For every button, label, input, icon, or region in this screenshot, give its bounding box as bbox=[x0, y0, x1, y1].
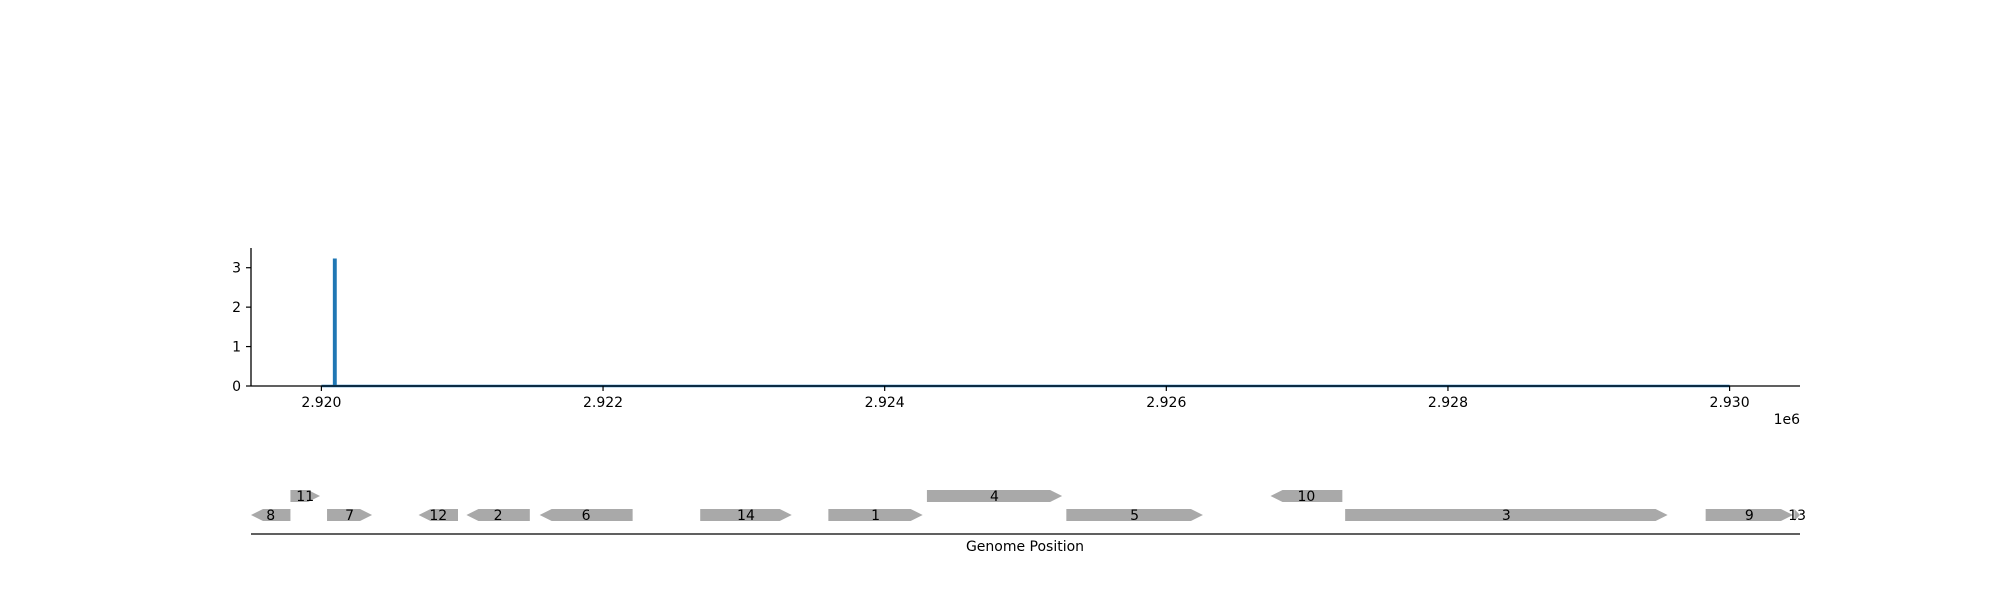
gene-arrow-6 bbox=[539, 509, 633, 521]
gene-label-4: 4 bbox=[990, 489, 999, 505]
gene-label-1: 1 bbox=[871, 508, 880, 524]
gene-label-7: 7 bbox=[345, 508, 354, 524]
x-tick-label: 2.930 bbox=[1710, 395, 1750, 411]
gene-label-9: 9 bbox=[1745, 508, 1754, 524]
gene-arrow-11 bbox=[290, 490, 321, 502]
gene-arrow-1 bbox=[828, 509, 923, 521]
gene-arrow-9 bbox=[1705, 509, 1793, 521]
gene-arrow-8 bbox=[251, 509, 291, 521]
y-tick-label: 0 bbox=[232, 379, 241, 395]
gene-arrow-13 bbox=[1794, 509, 1800, 521]
gene-label-5: 5 bbox=[1130, 508, 1139, 524]
y-axis-ticks: 0 1 2 3 bbox=[232, 261, 251, 395]
y-tick-label: 2 bbox=[232, 300, 241, 316]
x-tick-label: 2.920 bbox=[301, 395, 341, 411]
gene-arrow-3 bbox=[1345, 509, 1668, 521]
x-axis-ticks: 2.920 2.922 2.924 2.926 2.928 2.930 bbox=[301, 386, 1750, 411]
gene-arrow-2 bbox=[466, 509, 530, 521]
y-tick-label: 1 bbox=[232, 340, 241, 356]
x-tick-label: 2.926 bbox=[1146, 395, 1186, 411]
gene-arrow-14 bbox=[700, 509, 792, 521]
gene-label-11: 11 bbox=[296, 489, 314, 505]
gene-label-2: 2 bbox=[494, 508, 503, 524]
x-tick-label: 2.922 bbox=[583, 395, 623, 411]
coverage-plot: 2.920 2.922 2.924 2.926 2.928 2.930 0 1 2 3 1e6 bbox=[232, 248, 1800, 428]
gene-arrow-5 bbox=[1066, 509, 1203, 521]
gene-arrow-7 bbox=[327, 509, 373, 521]
x-offset-label: 1e6 bbox=[1774, 412, 1801, 428]
y-tick-label: 3 bbox=[232, 261, 241, 277]
coverage-line-0 bbox=[321, 258, 1730, 388]
x-tick-label: 2.928 bbox=[1428, 395, 1468, 411]
x-tick-label: 2.924 bbox=[865, 395, 905, 411]
gene-map-xlabel: Genome Position bbox=[966, 539, 1084, 555]
gene-arrow-12 bbox=[418, 509, 459, 521]
gene-label-3: 3 bbox=[1502, 508, 1511, 524]
gene-label-13: 13 bbox=[1788, 508, 1806, 524]
gene-label-14: 14 bbox=[737, 508, 755, 524]
gene-label-6: 6 bbox=[582, 508, 591, 524]
gene-arrow-4 bbox=[926, 490, 1063, 502]
gene-label-8: 8 bbox=[266, 508, 275, 524]
gene-arrow-10 bbox=[1270, 490, 1343, 502]
coverage-series bbox=[321, 258, 1730, 388]
gene-label-12: 12 bbox=[429, 508, 447, 524]
gene-label-10: 10 bbox=[1298, 489, 1316, 505]
